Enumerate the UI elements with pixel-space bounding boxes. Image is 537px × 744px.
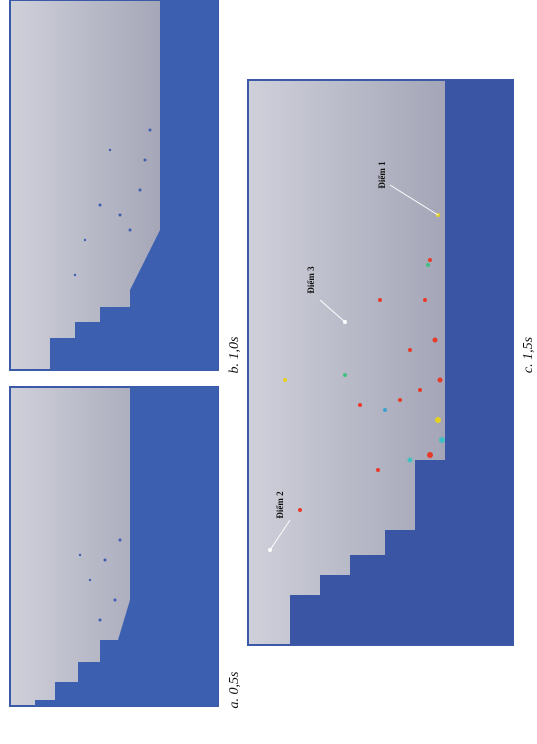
panel-a — [10, 387, 218, 706]
point-label: Điểm 3 — [306, 266, 316, 294]
point-label: Điểm 2 — [275, 491, 285, 519]
caption: b. 1,0s — [227, 336, 242, 374]
figure: Điểm 1 Điểm 2 Điểm 3 a. 0,5s b. 1,0s c. … — [0, 0, 537, 744]
panel-b — [10, 0, 218, 370]
caption: a. 0,5s — [227, 671, 242, 709]
caption: c. 1,5s — [521, 336, 536, 373]
point-label: Điểm 1 — [377, 161, 387, 189]
